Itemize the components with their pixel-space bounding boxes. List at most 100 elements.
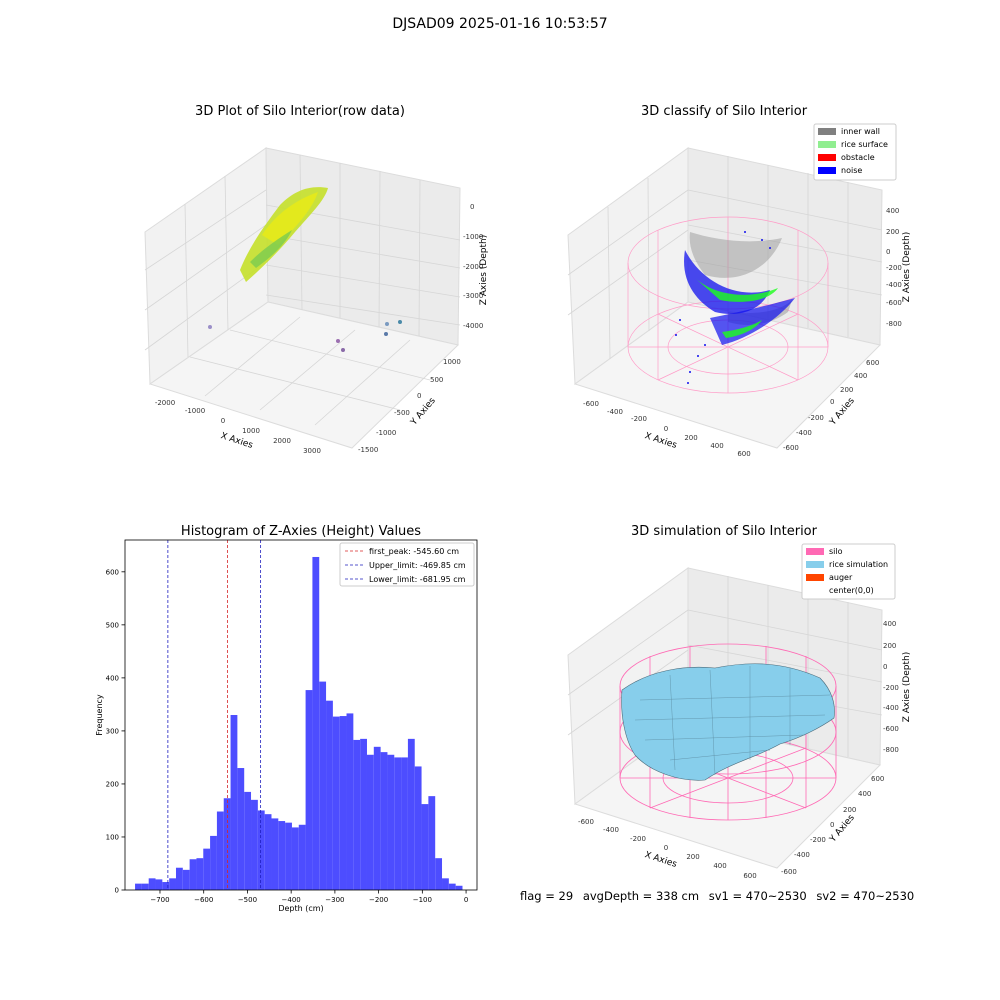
classify-z-tick: 0 — [886, 248, 890, 256]
histogram-bar — [326, 700, 333, 890]
legend-label: inner wall — [841, 127, 880, 136]
histogram-bar — [401, 757, 408, 890]
classify-x-tick: -200 — [631, 415, 647, 423]
classify-x-tick: -400 — [607, 408, 623, 416]
histogram-bar — [271, 818, 279, 890]
histogram-bar — [182, 869, 190, 890]
simulation-y-tick: -400 — [794, 851, 810, 859]
histogram-y-tick-label: 600 — [106, 568, 119, 576]
histogram-chart: −700 −600 −500 −400 −300 −200 −100 0 0 100 200 300… — [95, 539, 478, 913]
histogram-bar — [285, 822, 292, 890]
avg-depth-value: avgDepth = 338 cm — [582, 889, 700, 903]
simulation-rice-surface — [621, 663, 835, 781]
raw-x-tick: 0 — [221, 417, 225, 425]
histogram-bar — [162, 882, 170, 890]
legend-swatch-inner-wall — [818, 128, 836, 135]
raw-z-tick: -1000 — [463, 233, 483, 241]
histogram-bar — [203, 848, 211, 890]
legend-label: Lower_limit: -681.95 cm — [369, 575, 466, 584]
histogram-bar — [428, 796, 436, 890]
classify-silo-wireframe — [627, 216, 829, 394]
histogram-x-tick-label: −700 — [150, 896, 169, 904]
histogram-bar — [175, 867, 183, 890]
simulation-z-ticks: 400 200 0 -200 -400 -600 -800 — [883, 620, 899, 754]
classify-y-tick: 600 — [866, 359, 879, 367]
simulation-z-tick: -400 — [883, 704, 899, 712]
raw-outlier-points — [208, 320, 402, 352]
histogram-bar — [360, 738, 367, 890]
histogram-bar — [442, 878, 449, 890]
raw-y-tick: 1000 — [443, 358, 461, 366]
classify-x-tick: -600 — [583, 400, 599, 408]
histogram-y-tick-label: 300 — [106, 727, 119, 735]
histogram-y-tick-label: 100 — [106, 833, 119, 841]
raw-point-cloud-green — [250, 230, 292, 268]
legend-swatch-auger — [806, 574, 824, 581]
classify-x-tick: 0 — [664, 425, 668, 433]
simulation-x-tick: -400 — [603, 826, 619, 834]
legend-label: rice simulation — [829, 560, 888, 569]
histogram-bar — [448, 883, 456, 890]
histogram-frame — [124, 539, 478, 891]
simulation-x-tick: 600 — [743, 872, 756, 880]
simulation-y-tick: 0 — [830, 821, 834, 829]
raw-y-tick: 0 — [417, 392, 421, 400]
raw-y-ticks: 1000 500 0 -500 -1000 -1500 — [358, 358, 461, 454]
classify-rice-surface-lower — [722, 320, 762, 338]
histogram-bar — [346, 713, 354, 890]
legend-swatch-noise — [818, 167, 836, 174]
histogram-bar — [435, 858, 443, 890]
classify-y-tick: 0 — [830, 398, 834, 406]
raw-z-tick: -4000 — [463, 322, 483, 330]
histogram-bar — [196, 858, 204, 890]
legend-swatch-rice-surface — [818, 141, 836, 148]
classify-z-tick: 200 — [886, 228, 899, 236]
histogram-bar — [278, 821, 286, 890]
simulation-z-tick: 0 — [883, 663, 887, 671]
classify-rice-surface — [695, 278, 778, 302]
histogram-bar — [210, 835, 217, 890]
classify-y-tick: 200 — [840, 386, 853, 394]
histogram-y-label: Frequency — [95, 694, 104, 736]
simulation-3d-plot: silo rice simulation auger center(0,0) -… — [567, 543, 912, 880]
classify-x-ticks: -600 -400 -200 0 200 400 600 — [583, 400, 751, 458]
histogram-y-ticks: 0 100 200 300 400 500 600 — [106, 568, 125, 895]
histogram-bar — [155, 879, 163, 890]
histogram-bar — [169, 878, 176, 890]
raw-z-ticks: 0 -1000 -2000 -3000 -4000 — [463, 203, 483, 330]
classify-legend: inner wall rice surface obstacle noise — [813, 123, 897, 181]
simulation-x-tick: 200 — [686, 853, 699, 861]
simulation-y-tick: -200 — [810, 836, 826, 844]
legend-swatch-silo — [806, 548, 824, 555]
histogram-bar — [298, 824, 306, 890]
simulation-x-tick: 400 — [713, 862, 726, 870]
histogram-x-tick-label: −200 — [369, 896, 388, 904]
histogram-bar — [305, 690, 313, 890]
histogram-x-label: Depth (cm) — [278, 904, 323, 913]
histogram-bar — [414, 766, 422, 890]
legend-label: auger — [829, 573, 853, 582]
histogram-x-tick-label: −500 — [238, 896, 257, 904]
legend-label: obstacle — [841, 153, 875, 162]
classify-z-tick: -200 — [886, 264, 902, 272]
raw-plot-title: 3D Plot of Silo Interior(row data) — [195, 104, 405, 119]
histogram-bar — [189, 859, 197, 890]
histogram-bar — [366, 754, 374, 890]
classify-y-tick: -400 — [796, 429, 812, 437]
histogram-bars — [135, 556, 463, 890]
raw-point-cloud-bright — [262, 192, 318, 245]
histogram-x-ticks: −700 −600 −500 −400 −300 −200 −100 0 — [150, 890, 468, 904]
simulation-mesh — [634, 666, 831, 776]
classify-z-tick: -600 — [886, 299, 902, 307]
histogram-bar — [373, 746, 381, 890]
histogram-x-tick-label: −300 — [325, 896, 344, 904]
legend-label: noise — [841, 166, 862, 175]
sv2-value: sv2 = 470~2530 — [816, 889, 915, 903]
simulation-x-tick: -200 — [630, 835, 646, 843]
raw-x-tick: -2000 — [155, 399, 175, 407]
histogram-bar — [380, 752, 388, 890]
histogram-y-tick-label: 400 — [106, 674, 119, 682]
histogram-bar — [291, 827, 299, 890]
legend-swatch-rice-simulation — [806, 561, 824, 568]
simulation-z-tick: 400 — [883, 620, 896, 628]
